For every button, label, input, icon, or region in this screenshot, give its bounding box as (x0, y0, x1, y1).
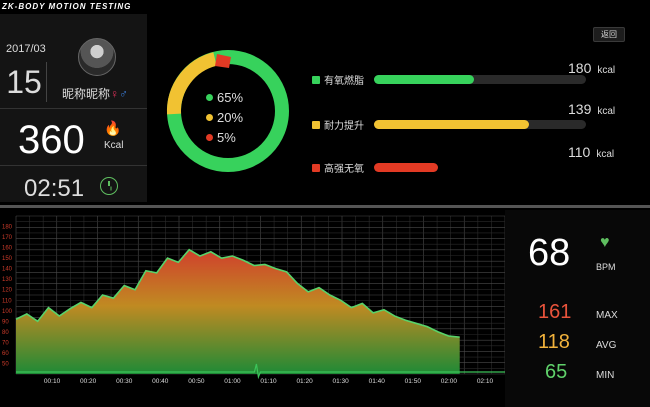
x-tick-label: 01:20 (296, 378, 313, 385)
y-tick-label: 70 (2, 340, 9, 346)
y-tick-label: 130 (2, 277, 13, 283)
y-tick-label: 60 (2, 351, 9, 357)
zone-bar-fill (374, 163, 438, 172)
legend-item-yellow: 20% (206, 110, 243, 125)
endurance-icon (312, 120, 320, 129)
male-icon: ♂ (119, 87, 129, 101)
x-tick-label: 00:40 (152, 378, 169, 385)
y-tick-label: 150 (2, 256, 13, 262)
avg-bpm: 118 (538, 331, 570, 353)
x-tick-label: 01:30 (333, 378, 350, 385)
elapsed-time: 02:51 (24, 175, 85, 202)
zone-value: 110 (568, 144, 591, 160)
min-bpm: 65 (545, 361, 568, 383)
x-tick-label: 00:20 (80, 378, 97, 385)
calories-value: 360 (18, 118, 85, 162)
green-dot-icon (206, 94, 213, 101)
zone-label: 耐力提升 (324, 121, 364, 132)
donut-legend: 65% 20% 5% (206, 90, 243, 145)
x-tick-label: 01:40 (369, 378, 386, 385)
legend-item-green: 65% (206, 90, 243, 105)
heart-rate-panel (505, 210, 650, 407)
zone-label: 高强无氧 (324, 164, 364, 175)
zone-unit: kcal (596, 149, 615, 160)
legend-item-red: 5% (206, 130, 243, 145)
current-bpm: 68 (528, 232, 571, 274)
y-tick-label: 50 (2, 361, 9, 367)
x-tick-label: 01:10 (260, 378, 277, 385)
y-tick-label: 170 (2, 235, 13, 241)
zone-bar-fill (374, 75, 474, 84)
zone-row-endurance: 耐力提升 (312, 117, 630, 132)
x-tick-label: 01:50 (405, 378, 422, 385)
zone-value-anaerobic: 110 kcal (568, 144, 614, 162)
x-tick-label: 01:00 (224, 378, 241, 385)
y-tick-label: 160 (2, 246, 13, 252)
zone-unit: kcal (597, 106, 616, 117)
divider (0, 108, 147, 109)
min-label: MIN (596, 370, 615, 381)
aerobic-icon (312, 75, 320, 84)
section-divider (0, 205, 650, 208)
heart-rate-chart: 180 170 160 150 140 130 120 110 100 90 80 70 60 50 00… (2, 215, 505, 385)
avatar[interactable] (78, 38, 116, 76)
female-icon: ♀ (110, 87, 120, 101)
anaerobic-icon (312, 163, 320, 172)
zone-unit: kcal (597, 65, 616, 76)
y-tick-label: 120 (2, 288, 13, 294)
donut-yellow-arc (166, 52, 217, 115)
zone-label: 有氧燃脂 (324, 76, 364, 87)
flame-icon: 🔥 (104, 120, 122, 136)
heart-rate-area (16, 249, 460, 374)
zone-value: 139 (568, 101, 592, 117)
clock-icon (100, 177, 118, 195)
zone-row-anaerobic: 高强无氧 (312, 160, 630, 175)
nickname-text: 昵称昵称 (62, 87, 111, 101)
calories-unit: Kcal (104, 140, 124, 151)
nickname: 昵称昵称♀♂ (62, 85, 128, 102)
y-tick-label: 80 (2, 330, 9, 336)
zone-value-aerobic: 180 kcal (568, 60, 615, 78)
y-tick-label: 90 (2, 319, 9, 325)
y-tick-label: 140 (2, 267, 13, 273)
date-day: 15 (2, 62, 47, 102)
max-label: MAX (596, 310, 618, 321)
zone-bar-track (374, 163, 586, 172)
x-tick-label: 00:30 (116, 378, 133, 385)
app-brand: ZK-BODY MOTION TESTING (2, 2, 132, 11)
donut-red-arc (215, 54, 231, 68)
divider (0, 165, 147, 166)
baseline-line (16, 363, 505, 380)
red-dot-icon (206, 134, 213, 141)
zone-bar-track (374, 75, 586, 84)
y-tick-label: 180 (2, 225, 13, 231)
intensity-donut (166, 50, 289, 172)
max-bpm: 161 (538, 301, 572, 323)
date-month: 2017/03 (6, 43, 46, 55)
bpm-unit: BPM (596, 262, 616, 272)
zone-bar-track (374, 120, 586, 129)
x-tick-label: 00:50 (188, 378, 205, 385)
zone-value: 180 (568, 60, 592, 76)
x-tick-label: 00:10 (44, 378, 61, 385)
zone-value-endurance: 139 kcal (568, 101, 615, 119)
back-button[interactable]: 返回 (593, 27, 625, 42)
legend-label: 5% (217, 130, 236, 145)
heart-rate-line (15, 248, 460, 338)
heart-icon: ♥ (600, 234, 610, 251)
yellow-dot-icon (206, 114, 213, 121)
y-tick-label: 110 (2, 298, 12, 304)
x-tick-label: 02:10 (477, 378, 494, 385)
zone-row-aerobic: 有氧燃脂 (312, 72, 630, 87)
legend-label: 65% (217, 90, 244, 105)
zone-bar-fill (374, 120, 529, 129)
avg-label: AVG (596, 340, 617, 351)
y-tick-label: 100 (2, 309, 13, 315)
x-tick-label: 02:00 (441, 378, 458, 385)
legend-label: 20% (217, 110, 244, 125)
